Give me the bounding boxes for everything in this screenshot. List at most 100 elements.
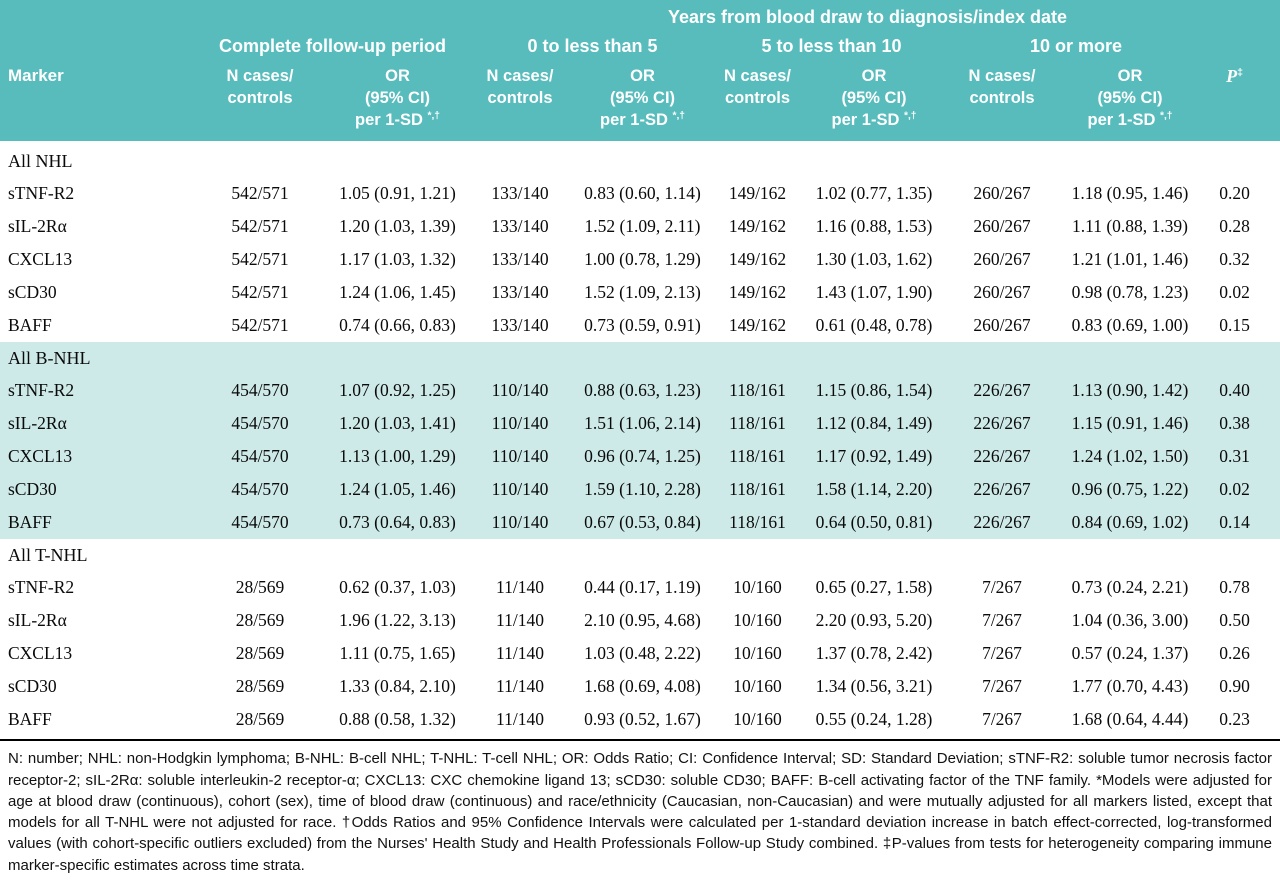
column-header-marker: Marker — [8, 66, 64, 85]
n-cases-controls: 118/161 — [729, 512, 786, 533]
p-value: 0.31 — [1219, 446, 1250, 467]
n-cases-controls: 110/140 — [491, 479, 549, 500]
group-header-10-or-more: 10 or more — [1029, 36, 1123, 56]
n-cases-controls: 11/140 — [496, 676, 544, 697]
or-95ci: 0.57 (0.24, 1.37) — [1071, 643, 1189, 664]
n-cases-controls: 542/571 — [231, 249, 289, 270]
n-cases-controls: 454/570 — [231, 479, 289, 500]
n-cases-controls: 454/570 — [231, 380, 289, 401]
p-value: 0.02 — [1219, 282, 1250, 303]
n-cases-controls: 7/267 — [982, 577, 1022, 598]
p-value: 0.90 — [1219, 676, 1250, 697]
n-cases-controls: 133/140 — [491, 282, 549, 303]
or-line3: per 1-SD — [831, 110, 900, 129]
column-header-n-cases-controls: N cases/ controls — [226, 67, 294, 107]
table-row: sTNF-R2 28/569 0.62 (0.37, 1.03) 11/140 0.44… — [0, 571, 1280, 605]
column-header-n-cases-controls: N cases/ controls — [968, 67, 1036, 107]
n-cases-controls: 149/162 — [728, 216, 787, 237]
n-cases-controls: 542/571 — [231, 315, 289, 336]
n-cases-controls: 149/162 — [728, 183, 787, 204]
n-cases-controls: 260/267 — [973, 216, 1031, 237]
or-95ci: 1.21 (1.01, 1.46) — [1071, 249, 1189, 270]
or-95ci: 1.52 (1.09, 2.13) — [584, 282, 701, 303]
n-cases-controls: 11/140 — [496, 709, 544, 730]
p-value: 0.23 — [1219, 709, 1250, 730]
or-95ci: 1.05 (0.91, 1.21) — [339, 183, 456, 204]
marker-name: CXCL13 — [8, 446, 73, 467]
n-cases-controls: 7/267 — [982, 676, 1022, 697]
n-cases-controls: 149/162 — [728, 282, 787, 303]
p-value: 0.20 — [1219, 183, 1250, 204]
or-line3: per 1-SD — [355, 110, 423, 129]
marker-name: sIL-2Rα — [8, 216, 67, 237]
marker-name: CXCL13 — [8, 643, 73, 664]
column-header-or-ci: OR (95% CI) per 1-SD *,† — [1056, 62, 1204, 131]
n-cases-controls: 28/569 — [235, 709, 285, 730]
p-value: 0.38 — [1219, 413, 1250, 434]
or-95ci: 1.58 (1.14, 2.20) — [815, 479, 933, 500]
or-95ci: 0.73 (0.59, 0.91) — [584, 315, 701, 336]
or-95ci: 1.20 (1.03, 1.41) — [339, 413, 456, 434]
n-cases-controls: 226/267 — [973, 479, 1031, 500]
n-cases-controls: 7/267 — [982, 610, 1022, 631]
p-value: 0.02 — [1219, 479, 1250, 500]
marker-name: BAFF — [8, 315, 52, 336]
or-95ci: 0.62 (0.37, 1.03) — [339, 577, 456, 598]
or-95ci: 1.24 (1.06, 1.45) — [339, 282, 456, 303]
marker-name: sTNF-R2 — [8, 183, 75, 204]
or-line2: (95% CI) — [841, 88, 907, 107]
n-cases-controls: 10/160 — [733, 676, 782, 697]
column-header-n-cases-controls: N cases/ controls — [486, 67, 554, 107]
marker-name: sIL-2Rα — [8, 610, 67, 631]
n-cases-controls: 542/571 — [231, 282, 289, 303]
or-95ci: 1.13 (0.90, 1.42) — [1071, 380, 1189, 401]
n-cases-controls: 118/161 — [729, 380, 786, 401]
n-cases-controls: 110/140 — [491, 512, 549, 533]
or-line1: OR — [630, 67, 655, 85]
p-value: 0.50 — [1219, 610, 1250, 631]
table-row: CXCL13 542/571 1.17 (1.03, 1.32) 133/140 1.0… — [0, 243, 1280, 277]
n-cases-controls: 260/267 — [973, 282, 1031, 303]
n-cases-controls: 28/569 — [235, 610, 285, 631]
or-line1: OR — [1117, 67, 1143, 85]
n-cases-controls: 110/140 — [491, 413, 549, 434]
or-95ci: 1.18 (0.95, 1.46) — [1071, 183, 1189, 204]
n-cases-controls: 10/160 — [733, 610, 782, 631]
or-footnote-marks: *,† — [672, 110, 685, 122]
or-95ci: 1.04 (0.36, 3.00) — [1071, 610, 1189, 631]
n-cases-controls: 226/267 — [973, 512, 1031, 533]
n-cases-controls: 110/140 — [491, 380, 549, 401]
or-95ci: 1.20 (1.03, 1.39) — [339, 216, 456, 237]
or-95ci: 1.13 (1.00, 1.29) — [339, 446, 456, 467]
or-95ci: 1.11 (0.88, 1.39) — [1071, 216, 1188, 237]
or-95ci: 1.43 (1.07, 1.90) — [815, 282, 933, 303]
table-body: All NHL sTNF-R2 542/571 1.05 (0.91, 1.21) 13… — [0, 145, 1280, 737]
n-cases-controls: 260/267 — [973, 315, 1031, 336]
or-95ci: 0.88 (0.58, 1.32) — [339, 709, 456, 730]
n-cases-controls: 10/160 — [733, 577, 782, 598]
or-95ci: 1.15 (0.86, 1.54) — [815, 380, 933, 401]
or-95ci: 1.16 (0.88, 1.53) — [815, 216, 933, 237]
or-95ci: 0.83 (0.69, 1.00) — [1071, 315, 1189, 336]
or-95ci: 1.11 (0.75, 1.65) — [339, 643, 456, 664]
marker-name: BAFF — [8, 512, 52, 533]
or-95ci: 0.67 (0.53, 0.84) — [584, 512, 701, 533]
p-value: 0.14 — [1219, 512, 1250, 533]
n-cases-controls: 542/571 — [231, 216, 289, 237]
or-95ci: 1.24 (1.02, 1.50) — [1071, 446, 1189, 467]
or-95ci: 0.64 (0.50, 0.81) — [815, 512, 933, 533]
or-95ci: 1.68 (0.64, 4.44) — [1071, 709, 1189, 730]
or-95ci: 0.61 (0.48, 0.78) — [815, 315, 933, 336]
column-header-or-ci: OR (95% CI) per 1-SD *,† — [570, 62, 715, 131]
column-header-or-ci: OR (95% CI) per 1-SD *,† — [800, 62, 948, 131]
p-value: 0.78 — [1219, 577, 1250, 598]
n-cases-controls: 118/161 — [729, 479, 786, 500]
n-cases-controls: 11/140 — [496, 610, 544, 631]
n-cases-controls: 133/140 — [491, 183, 549, 204]
n-cases-controls: 260/267 — [973, 249, 1031, 270]
or-95ci: 1.17 (0.92, 1.49) — [815, 446, 933, 467]
or-95ci: 1.30 (1.03, 1.62) — [815, 249, 933, 270]
table-row: sCD30 542/571 1.24 (1.06, 1.45) 133/140 1.52… — [0, 276, 1280, 310]
p-value: 0.26 — [1219, 643, 1250, 664]
